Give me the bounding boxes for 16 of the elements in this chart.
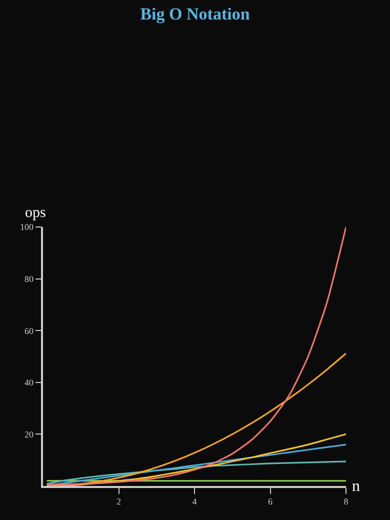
line-series [46, 460, 346, 485]
y-axis-title: ops [25, 205, 46, 221]
x-tick-label: 8 [344, 496, 349, 507]
y-tick-label: 60 [24, 326, 34, 336]
x-axis-title: n [352, 478, 360, 495]
line-series [46, 227, 346, 486]
chart-title: Big O Notation [140, 4, 250, 24]
line-series [46, 444, 346, 486]
y-tick-label: 40 [24, 378, 34, 388]
y-tick-label: 20 [24, 429, 34, 440]
x-tick-label: 6 [268, 496, 273, 507]
x-tick-label: 4 [192, 496, 198, 507]
y-tick-label: 100 [20, 222, 34, 232]
line-series [46, 352, 346, 486]
x-tick-label: 2 [116, 496, 121, 507]
y-tick-label: 80 [24, 274, 34, 284]
